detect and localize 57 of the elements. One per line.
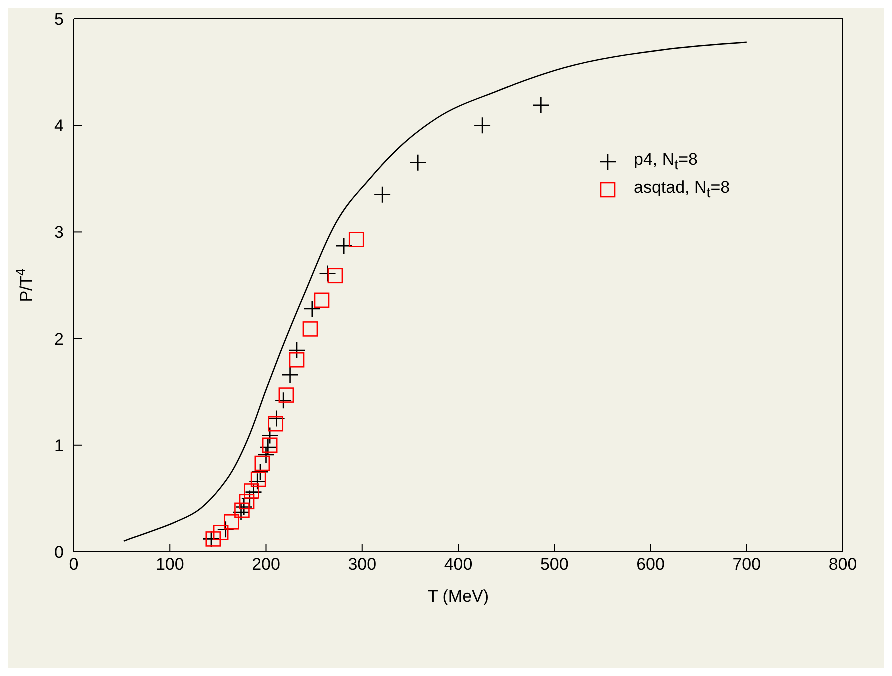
point (239, 494, 255, 510)
x-tick-label: 400 (444, 555, 473, 574)
point (262, 438, 278, 454)
point (374, 186, 392, 204)
point (217, 520, 235, 538)
point (213, 525, 229, 540)
point (241, 490, 259, 508)
point (348, 232, 364, 248)
x-tick-label: 200 (252, 555, 280, 574)
point (409, 154, 427, 172)
point (202, 530, 220, 548)
point (314, 292, 330, 308)
y-tick-label: 4 (54, 116, 64, 136)
point (278, 388, 294, 403)
x-tick-label: 800 (828, 555, 858, 574)
point (289, 352, 305, 368)
point (474, 116, 492, 134)
point (288, 342, 306, 360)
y-tick-label: 3 (54, 223, 64, 242)
point (304, 300, 322, 318)
y-tick-label: 2 (54, 330, 64, 349)
x-tick-label: 300 (348, 555, 377, 574)
x-tick-label: 600 (636, 555, 665, 574)
point (274, 392, 292, 410)
y-tick-label: 1 (54, 436, 64, 456)
point (268, 410, 286, 428)
point (250, 472, 266, 488)
x-axis-title: T (MeV) (428, 587, 490, 606)
point (235, 498, 253, 516)
point (260, 438, 277, 456)
point (252, 463, 270, 481)
point (254, 456, 270, 472)
point (245, 484, 262, 501)
y-tick-label: 0 (54, 543, 64, 562)
y-tick-label: 5 (54, 10, 64, 30)
point (232, 504, 250, 522)
point (268, 416, 284, 432)
point (244, 484, 260, 499)
point (319, 265, 336, 282)
point (234, 502, 250, 518)
legend-label: p4, N$_{t}$=8 (634, 150, 698, 174)
x-tick-label: 0 (69, 555, 79, 574)
x-tick-label: 100 (156, 555, 184, 574)
point (282, 366, 299, 384)
legend-label: asqtad, N$_{t}$=8 (634, 178, 730, 202)
point (261, 427, 279, 444)
x-tick-label: 500 (540, 555, 569, 574)
point (206, 532, 222, 547)
point (302, 322, 318, 337)
point (258, 446, 275, 464)
x-tick-label: 700 (732, 555, 762, 574)
point (532, 96, 550, 114)
line-series (123, 42, 748, 542)
point (335, 237, 353, 255)
point (248, 472, 266, 490)
point (328, 268, 344, 284)
point (224, 514, 240, 530)
